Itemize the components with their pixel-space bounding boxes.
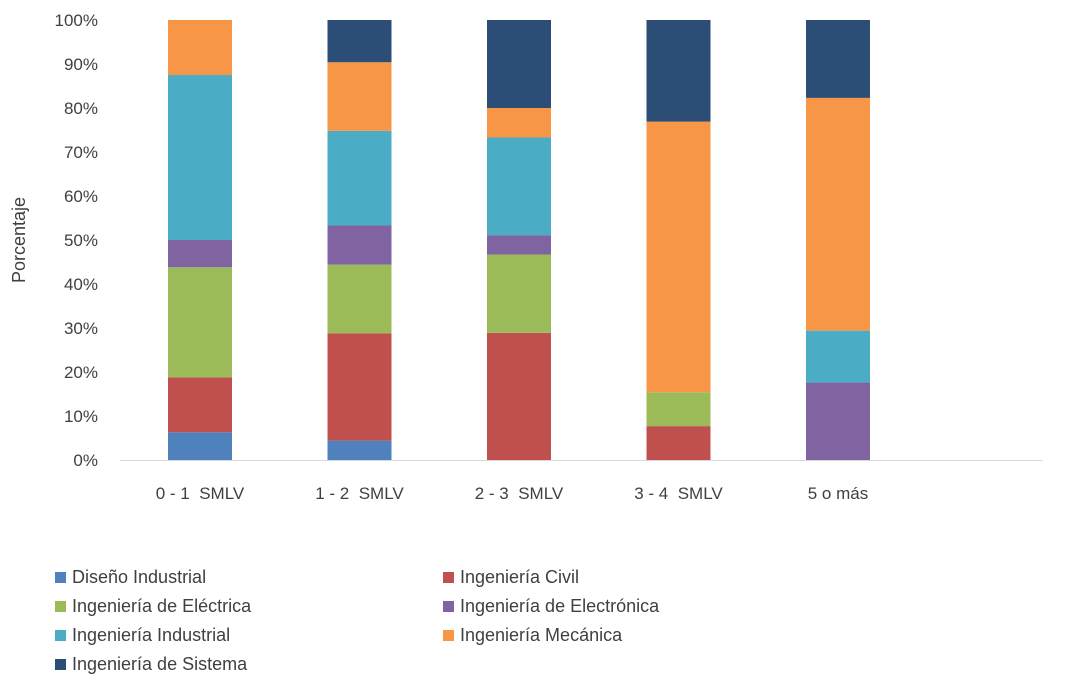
bar-segment xyxy=(646,121,711,393)
bar-segment xyxy=(487,332,551,460)
bar-segment xyxy=(806,97,870,331)
y-tick-label: 20% xyxy=(64,363,98,382)
bar-segment xyxy=(487,235,551,255)
bar-segment xyxy=(327,264,392,334)
y-tick-label: 80% xyxy=(64,99,98,118)
x-tick-label: 5 o más xyxy=(808,484,868,503)
x-tick-label: 0 - 1 SMLV xyxy=(156,484,245,503)
y-tick-label: 50% xyxy=(64,231,98,250)
bar-segment xyxy=(487,254,551,333)
y-tick-label: 90% xyxy=(64,55,98,74)
bar-segment xyxy=(327,440,392,460)
y-tick-label: 100% xyxy=(55,11,98,30)
bar-segment xyxy=(168,240,232,268)
y-tick-label: 0% xyxy=(73,451,98,470)
bar-segment xyxy=(327,130,392,226)
bar-segment xyxy=(646,392,711,427)
bar-segment xyxy=(806,382,870,460)
y-tick-label: 30% xyxy=(64,319,98,338)
bar-segment xyxy=(806,330,870,383)
bar-segment xyxy=(327,225,392,265)
y-tick-label: 40% xyxy=(64,275,98,294)
bar-segment xyxy=(168,377,232,433)
bar-segment xyxy=(806,20,870,98)
x-tick-label: 2 - 3 SMLV xyxy=(475,484,564,503)
bar-segment xyxy=(487,137,551,236)
y-tick-label: 70% xyxy=(64,143,98,162)
bar-segment xyxy=(487,20,551,108)
x-tick-label: 3 - 4 SMLV xyxy=(634,484,723,503)
bar-segment xyxy=(168,267,232,378)
bar-segment xyxy=(487,108,551,138)
bar-segment xyxy=(168,20,232,75)
x-tick-label: 1 - 2 SMLV xyxy=(315,484,404,503)
y-tick-label: 10% xyxy=(64,407,98,426)
bar-segment xyxy=(327,62,392,131)
bar-segment xyxy=(168,75,232,240)
bar-segment xyxy=(646,426,711,460)
bar-segment xyxy=(646,20,711,122)
bar-segment xyxy=(327,333,392,441)
bar-segment xyxy=(168,432,232,460)
y-tick-label: 60% xyxy=(64,187,98,206)
bar-segment xyxy=(327,20,392,63)
y-axis-label: Porcentaje xyxy=(9,197,29,283)
